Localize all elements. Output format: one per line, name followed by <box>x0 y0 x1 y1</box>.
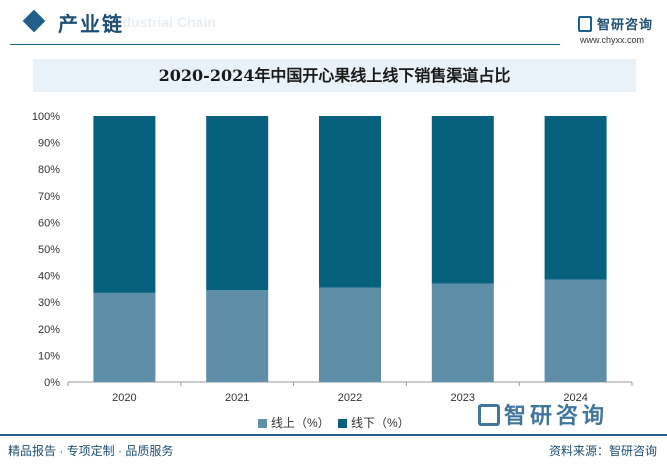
bar-online <box>206 290 269 382</box>
stacked-bar-chart: 0% 10% 20% 30% 40% 50% 60% 70% 80% 90% 100% 2020 202… <box>32 111 633 404</box>
bar-offline <box>93 116 156 293</box>
brand-url: www.chyxx.com <box>580 35 645 45</box>
y-tick-label: 90% <box>38 138 60 150</box>
brand-logo-icon <box>578 16 592 32</box>
bar-offline <box>206 116 269 291</box>
bar-online <box>319 287 381 382</box>
y-tick-label: 100% <box>32 111 60 123</box>
header-background-text: Industrial Chain <box>110 14 216 30</box>
x-tick-label: 2023 <box>451 392 475 404</box>
legend-label-offline: 线下（%） <box>351 416 410 430</box>
y-tick-label: 70% <box>38 191 60 203</box>
bar-online <box>431 283 494 382</box>
y-tick-label: 40% <box>38 271 60 283</box>
y-tick-label: 30% <box>38 297 60 309</box>
chart-title-band: 2020-2024年中国开心果线上线下销售渠道占比 <box>33 59 636 92</box>
watermark-logo-icon <box>478 404 500 426</box>
footer-divider <box>0 434 667 436</box>
footer-tagline: 精品报告 · 专项定制 · 品质服务 <box>8 444 174 458</box>
legend-swatch-offline <box>338 419 347 429</box>
x-tick-label: 2021 <box>225 392 249 404</box>
y-tick-label: 60% <box>38 217 60 229</box>
legend-label-online: 线上（%） <box>271 416 330 430</box>
bar-offline <box>544 116 607 280</box>
x-tick-label: 2022 <box>338 392 362 404</box>
brand-name: 智研咨询 <box>597 17 654 32</box>
brand-logo: 智研咨询 www.chyxx.com <box>578 14 660 50</box>
y-tick-label: 50% <box>38 244 60 256</box>
bar-online <box>93 292 156 382</box>
legend-swatch-online <box>258 419 267 429</box>
y-tick-label: 0% <box>44 377 60 389</box>
bar-online <box>544 279 607 382</box>
x-tick-label: 2024 <box>563 392 587 404</box>
y-tick-label: 80% <box>38 164 60 176</box>
y-tick-label: 10% <box>38 350 60 362</box>
chart-title: 2020-2024年中国开心果线上线下销售渠道占比 <box>158 66 511 85</box>
footer-source: 资料来源：智研咨询 <box>548 444 657 458</box>
section-title: 产业链 <box>58 14 124 36</box>
header-divider <box>10 44 560 45</box>
bar-offline <box>431 116 494 284</box>
header: Industrial Chain 产业链 智研咨询 www.chyxx.com <box>0 0 667 46</box>
x-tick-label: 2020 <box>112 392 136 404</box>
diamond-icon <box>22 9 46 33</box>
legend-item-online: 线上（%） <box>258 414 330 431</box>
watermark-logo: 智研咨询 <box>478 398 608 430</box>
y-tick-label: 20% <box>38 324 60 336</box>
legend-item-offline: 线下（%） <box>338 414 410 431</box>
bar-offline <box>319 116 381 288</box>
watermark-logo-text: 智研咨询 <box>504 403 609 428</box>
